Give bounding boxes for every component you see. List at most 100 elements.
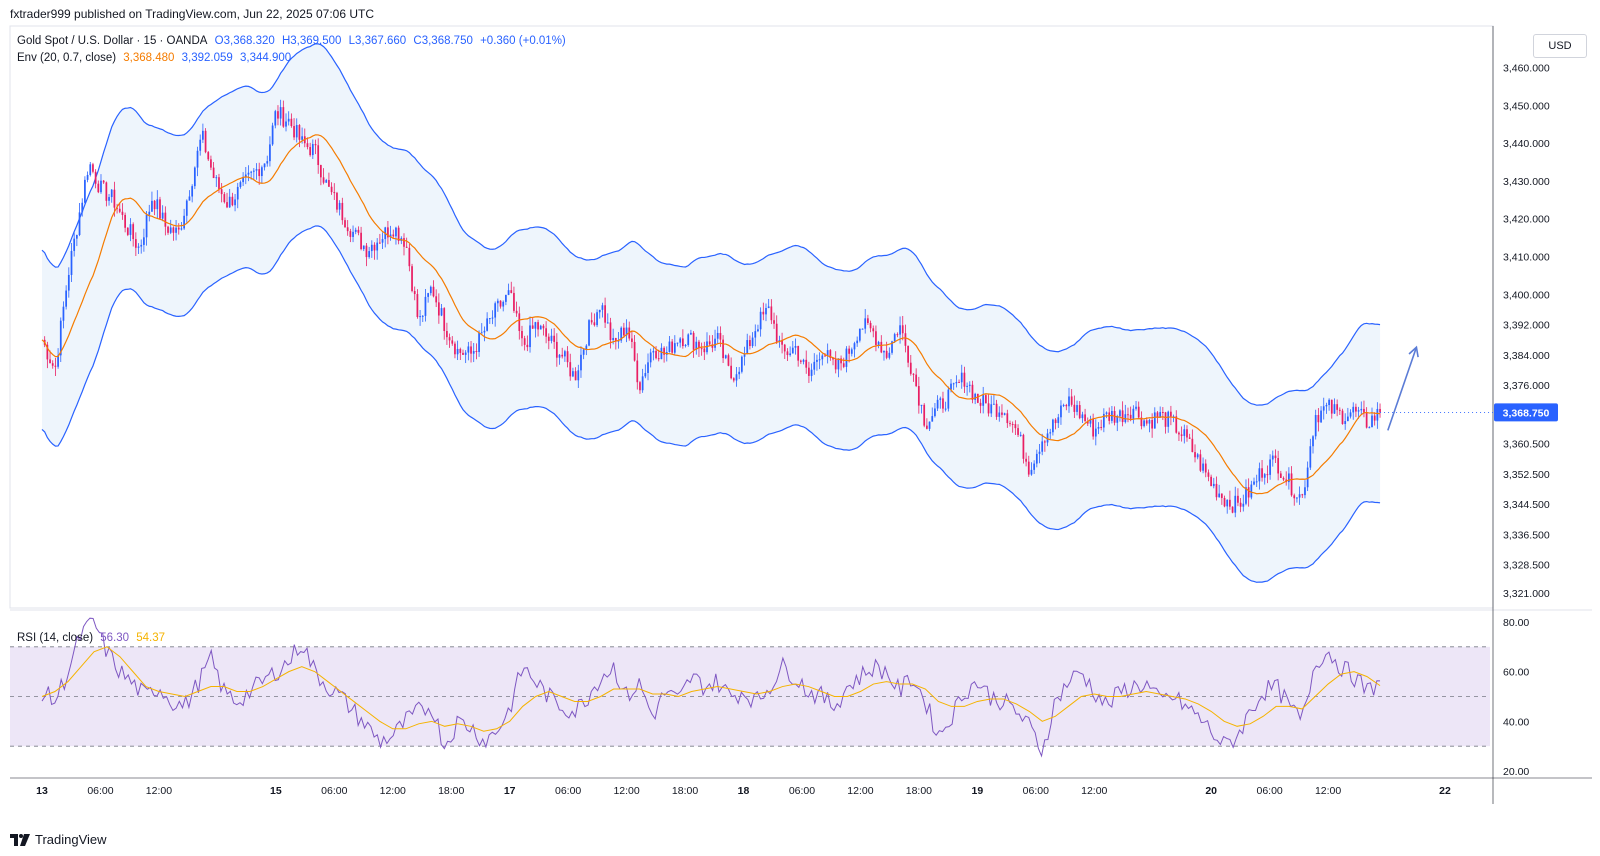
candle xyxy=(94,169,97,189)
candle-body xyxy=(1129,414,1132,419)
candle xyxy=(880,335,883,354)
candle xyxy=(341,197,344,225)
footer-brand-label: TradingView xyxy=(35,832,107,847)
candle xyxy=(848,345,850,363)
candlestick-series[interactable] xyxy=(43,99,1381,518)
candle-body xyxy=(1368,427,1371,429)
candle-body xyxy=(1258,468,1261,482)
candle xyxy=(794,338,797,355)
candle xyxy=(212,162,215,179)
price-tick-label: 3,384.000 xyxy=(1503,350,1550,362)
candle-body xyxy=(344,220,346,228)
candle-body xyxy=(655,350,657,359)
tradingview-brand[interactable]: TradingView xyxy=(10,832,107,847)
candle-body xyxy=(1121,410,1124,423)
candle-body xyxy=(1119,410,1121,417)
candle xyxy=(322,168,325,185)
candle xyxy=(1041,433,1044,456)
candle xyxy=(1027,455,1030,477)
candle xyxy=(446,322,448,345)
candle xyxy=(1105,411,1108,419)
candle-body xyxy=(1274,455,1277,459)
candle xyxy=(840,355,842,371)
projection-arrow[interactable] xyxy=(1387,345,1419,431)
time-tick-label: 06:00 xyxy=(1256,785,1282,797)
candle xyxy=(129,218,132,242)
candle-body xyxy=(1266,474,1269,476)
candle xyxy=(1215,476,1218,501)
candle xyxy=(116,203,118,214)
candle-body xyxy=(652,350,655,353)
candle-body xyxy=(470,346,472,354)
candle xyxy=(247,165,250,182)
candle xyxy=(553,328,556,349)
candle xyxy=(389,225,392,241)
symbol-legend[interactable]: Gold Spot / U.S. Dollar · 15 · OANDA O3,… xyxy=(17,35,570,47)
candle-body xyxy=(1003,413,1006,415)
candle-body xyxy=(915,374,918,387)
envelope-legend[interactable]: Env (20, 0.7, close) 3,368.480 3,392.059… xyxy=(17,52,295,64)
candle-body xyxy=(942,398,944,409)
price-tick-label: 3,328.500 xyxy=(1503,560,1550,572)
candle-body xyxy=(995,403,998,417)
candle xyxy=(1060,400,1062,425)
candle-body xyxy=(1175,416,1178,433)
candle xyxy=(566,346,569,368)
candle xyxy=(1282,476,1285,482)
rsi-legend[interactable]: RSI (14, close) 56.30 54.37 xyxy=(17,632,169,644)
candle xyxy=(813,353,816,375)
candle xyxy=(483,326,486,342)
candle xyxy=(832,357,834,366)
candle xyxy=(419,310,421,326)
candle-body xyxy=(1062,404,1065,406)
candle xyxy=(523,335,526,351)
candle-body xyxy=(614,337,617,342)
candle xyxy=(1237,488,1239,507)
price-tick-label: 3,430.000 xyxy=(1503,176,1550,188)
candle-body xyxy=(1325,405,1328,407)
candle-body xyxy=(574,371,577,381)
candle-body xyxy=(108,197,110,201)
candle xyxy=(416,289,419,319)
candle xyxy=(966,382,968,396)
candle-body xyxy=(140,244,143,247)
candle-body xyxy=(1052,419,1054,433)
candle-body xyxy=(1365,412,1368,428)
candle xyxy=(381,232,384,250)
candle-body xyxy=(1151,420,1153,429)
candle xyxy=(644,364,647,379)
price-tick-label: 3,410.000 xyxy=(1503,252,1550,264)
candle-body xyxy=(738,371,741,375)
candle-body xyxy=(113,189,116,208)
candle-body xyxy=(1068,396,1070,407)
candle-body xyxy=(1322,406,1325,411)
candle xyxy=(746,333,749,355)
candle xyxy=(864,309,867,334)
candle xyxy=(1073,395,1076,419)
candle-body xyxy=(341,202,344,221)
candle xyxy=(274,109,277,129)
candle xyxy=(920,404,923,414)
candle xyxy=(971,380,974,404)
candle-body xyxy=(1290,473,1293,496)
candle-body xyxy=(521,331,523,339)
candle xyxy=(1006,409,1009,428)
currency-selector[interactable]: USD xyxy=(1533,34,1587,58)
candle-body xyxy=(143,237,145,245)
candle-body xyxy=(899,325,901,335)
candle xyxy=(124,212,126,233)
candle-body xyxy=(1191,438,1194,453)
price-tick-label: 3,392.000 xyxy=(1503,320,1550,332)
candle xyxy=(1317,408,1320,432)
candle xyxy=(928,421,931,431)
candle-body xyxy=(564,351,566,357)
candle-body xyxy=(746,340,749,355)
candle-body xyxy=(1194,452,1196,458)
candle xyxy=(735,366,738,387)
candle xyxy=(1121,401,1124,427)
candle xyxy=(770,299,773,325)
candle xyxy=(1188,433,1191,439)
candle xyxy=(976,393,979,404)
candle-body xyxy=(1180,434,1183,436)
